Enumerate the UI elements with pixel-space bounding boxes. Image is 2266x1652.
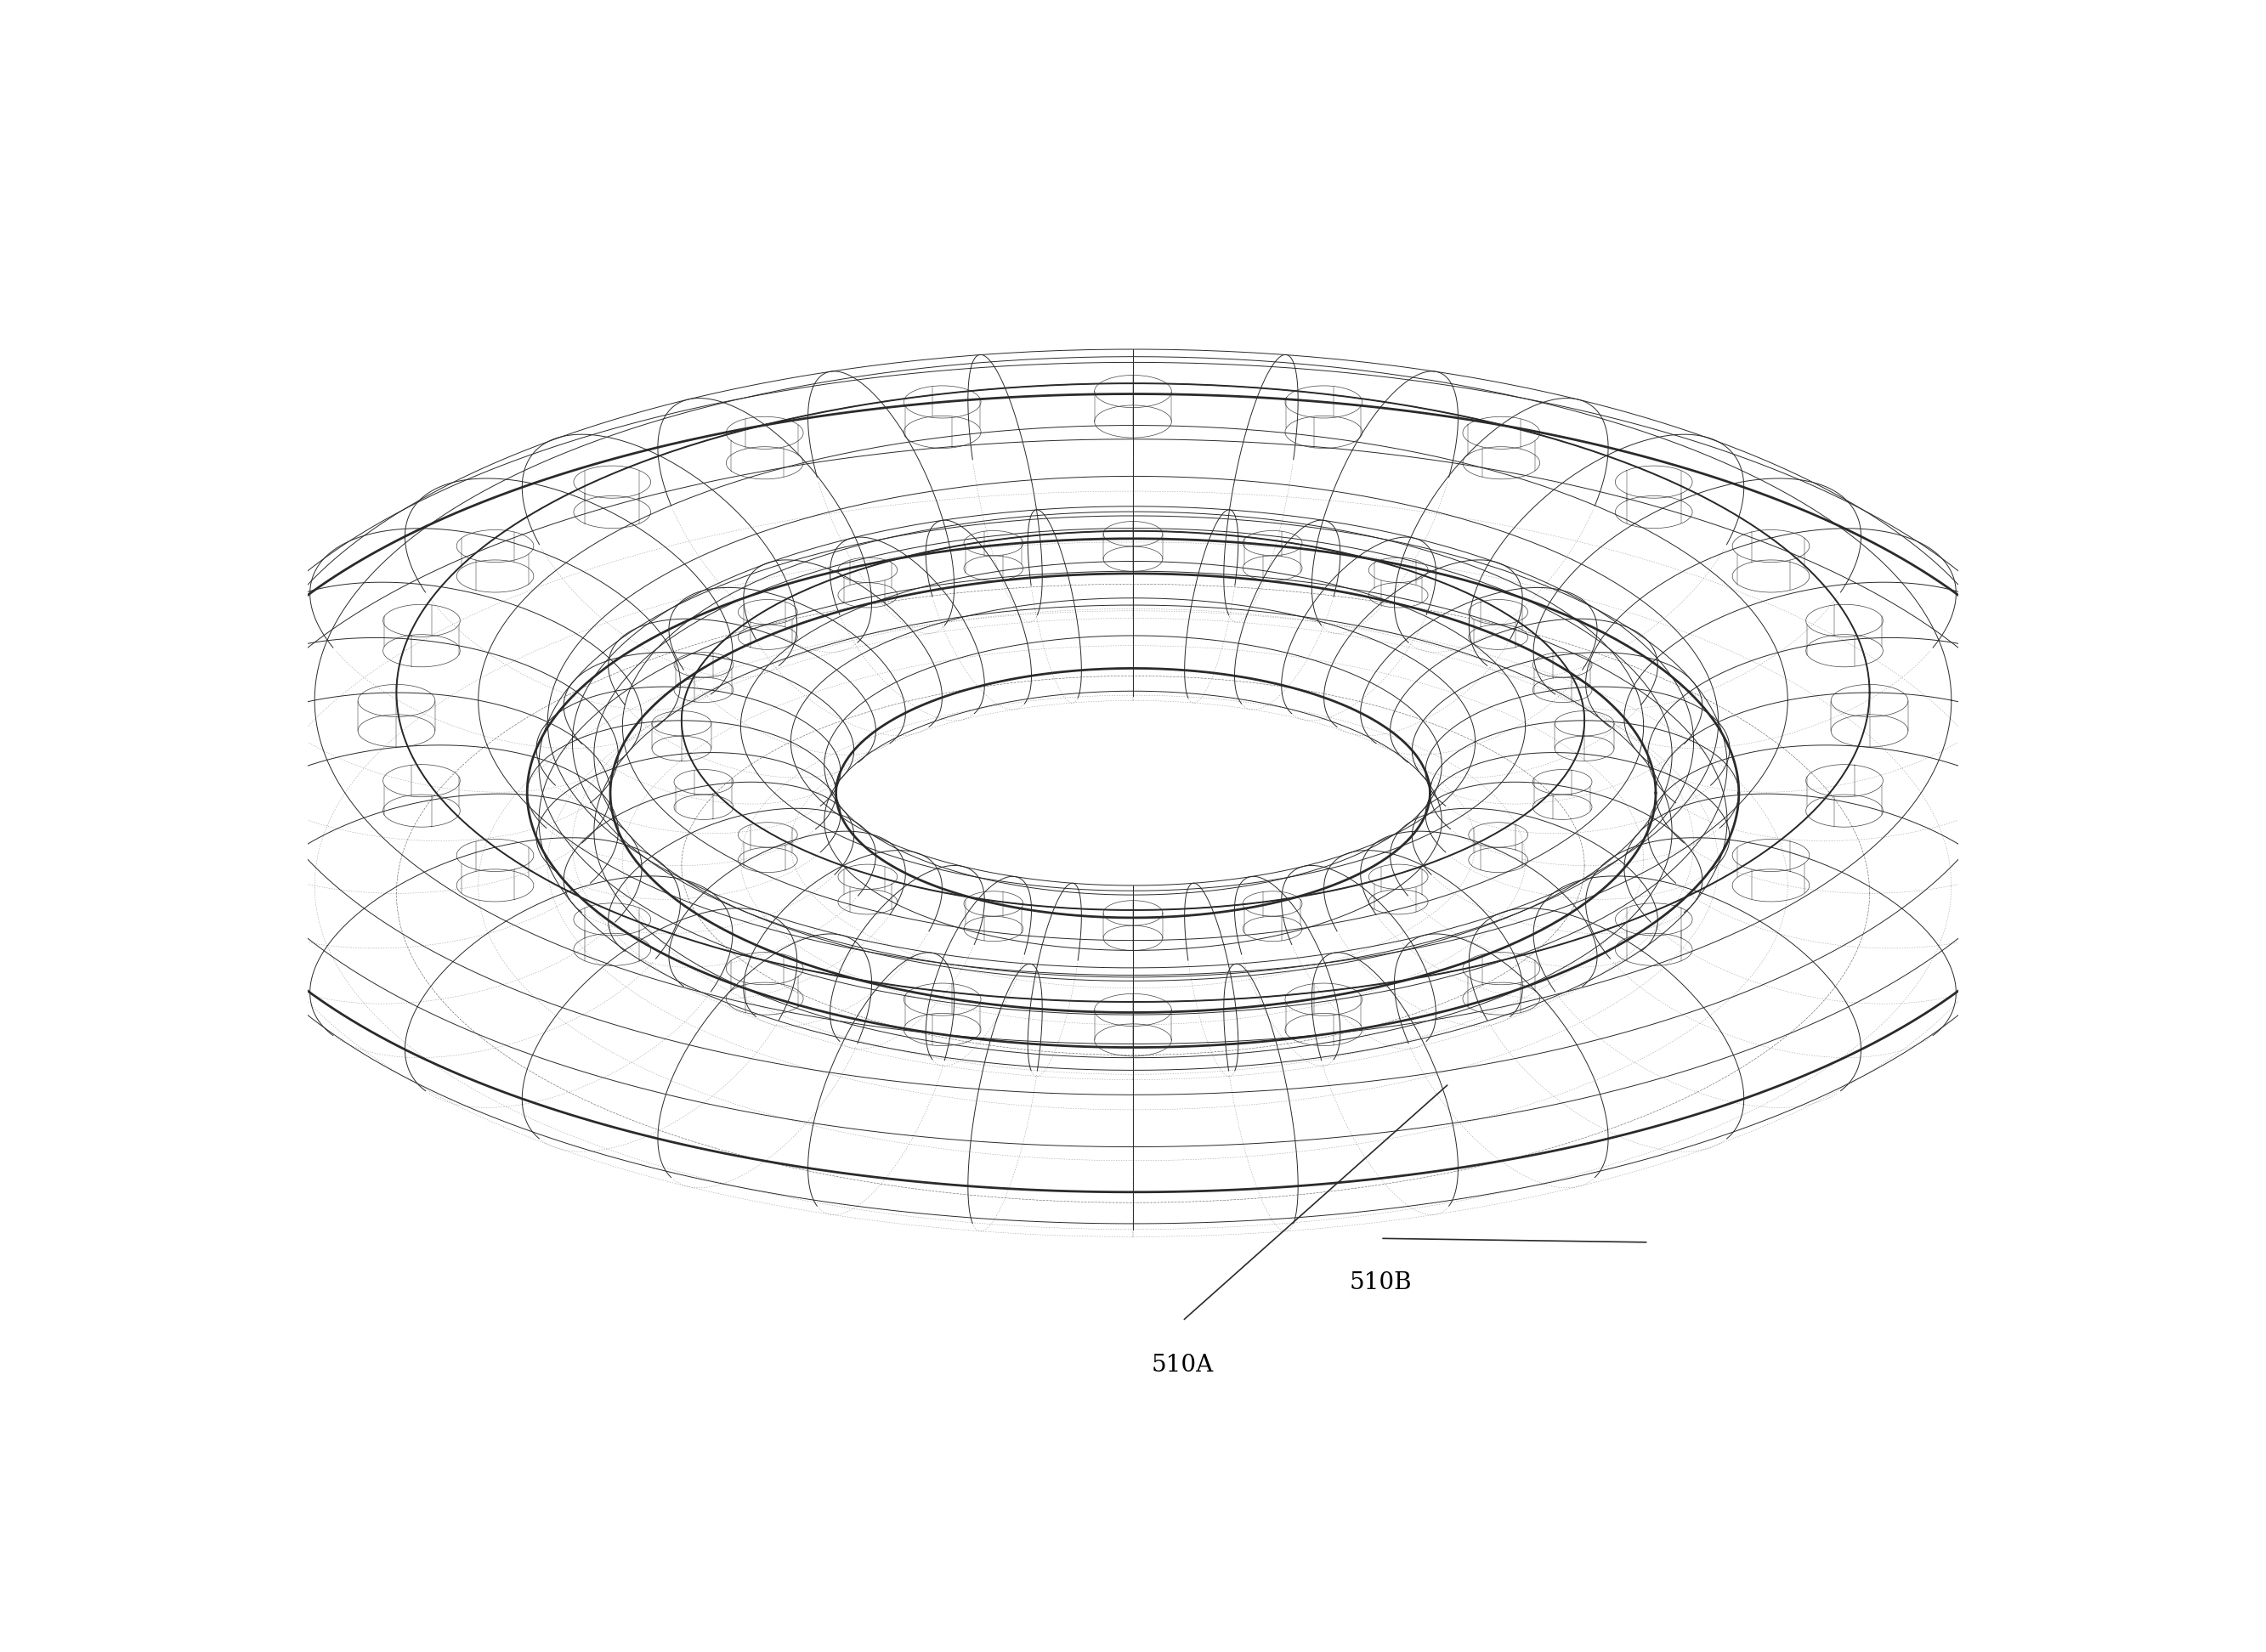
Text: 510B: 510B xyxy=(1348,1272,1412,1295)
Text: 510A: 510A xyxy=(1151,1355,1215,1376)
